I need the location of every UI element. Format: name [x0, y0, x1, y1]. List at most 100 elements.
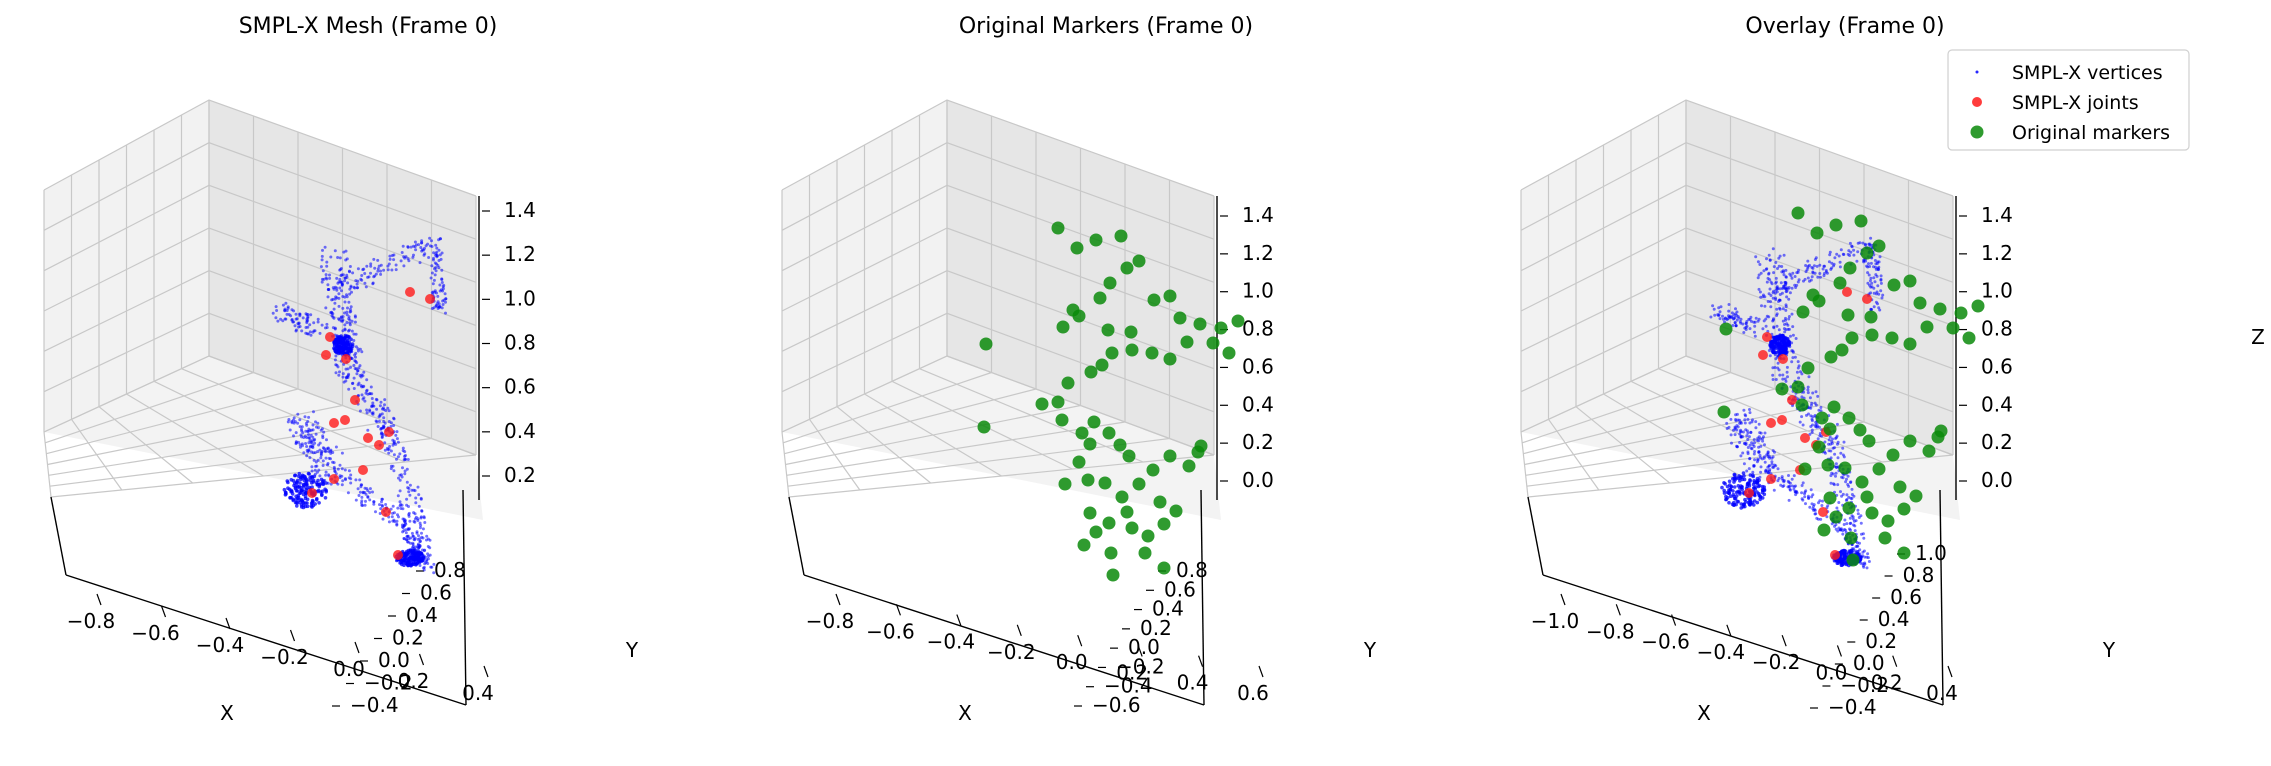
vertex-point [1852, 248, 1856, 252]
grid-line [781, 270, 1215, 370]
vertex-point [346, 491, 350, 495]
vertex-point [1843, 518, 1847, 522]
vertex-point [414, 243, 418, 247]
vertex-point [1781, 349, 1785, 354]
vertex-point [382, 408, 386, 411]
marker-point [1962, 331, 1976, 345]
vertex-point [305, 486, 309, 491]
vertex-point [317, 501, 321, 505]
vertex-point [387, 520, 391, 524]
vertex-point [293, 481, 297, 486]
vertex-point [396, 506, 400, 510]
vertex-point [340, 451, 344, 455]
vertex-point [376, 267, 380, 271]
vertex-point [316, 320, 320, 324]
vertex-point [305, 478, 309, 482]
vertex-point [1743, 413, 1747, 417]
vertex-point [368, 392, 372, 396]
x-tick-mark [1836, 645, 1842, 657]
vertex-point [1790, 360, 1794, 364]
vertex-point [1754, 426, 1758, 430]
vertex-point [421, 527, 425, 531]
vertex-point [432, 256, 435, 260]
marker-point [1098, 476, 1112, 490]
vertex-point [351, 271, 355, 275]
vertex-point [389, 467, 393, 471]
vertex-point [1776, 267, 1779, 270]
vertex-point [405, 551, 410, 556]
vertex-point [324, 306, 328, 310]
vertex-point [430, 307, 434, 310]
x-axis-line [803, 574, 1205, 706]
marker-point [1193, 317, 1207, 331]
joint-point [393, 550, 403, 560]
vertex-point [1793, 355, 1797, 359]
vertex-point [1842, 551, 1847, 556]
vertex-point [398, 478, 402, 482]
vertex-point [1859, 521, 1863, 525]
vertex-point [1770, 462, 1774, 466]
joint-point [329, 418, 339, 428]
marker-point [1829, 510, 1843, 524]
vertex-point [1814, 425, 1818, 429]
vertex-point [1770, 460, 1774, 464]
vertex-point [1868, 265, 1872, 268]
grid-line [1520, 99, 1954, 197]
z-tick-label: 1.0 [1242, 279, 1274, 303]
vertex-point [394, 433, 398, 437]
vertex-point [1837, 501, 1841, 504]
vertex-point [1832, 262, 1836, 266]
vertex-point [1759, 470, 1763, 474]
vertex-point [392, 258, 396, 262]
vertex-point [294, 312, 298, 316]
grid-line [781, 184, 1215, 283]
vertex-point [1782, 253, 1786, 257]
vertex-point [1739, 421, 1743, 425]
vertex-point [1834, 471, 1838, 475]
marker-point [1954, 306, 1968, 320]
vertex-point [352, 387, 356, 390]
vertex-point [1711, 304, 1715, 308]
grid-line [1520, 312, 1954, 413]
vertex-point [370, 397, 374, 400]
vertex-point [402, 537, 406, 541]
vertex-point [284, 317, 288, 321]
marker-point [1051, 395, 1065, 409]
vertex-point [1811, 391, 1815, 395]
vertex-point [417, 493, 421, 497]
vertex-point [349, 309, 353, 313]
vertex-point [1768, 287, 1772, 291]
vertex-point [1844, 480, 1848, 484]
original-markers-series [1717, 206, 1985, 567]
marker-point [1115, 490, 1129, 504]
vertex-point [372, 257, 376, 261]
vertex-point [306, 325, 310, 329]
y-tick-label: 0.4 [1152, 597, 1184, 621]
vertex-point [1745, 484, 1750, 489]
original-markers-series [977, 221, 1245, 582]
vertex-point [1800, 484, 1804, 487]
x-tick-mark [1077, 634, 1083, 647]
vertex-point [372, 500, 376, 504]
vertex-point [1808, 396, 1812, 400]
vertex-point [1818, 263, 1822, 267]
vertex-point [353, 315, 357, 319]
vertex-point [1842, 556, 1847, 561]
vertex-point [1754, 255, 1758, 259]
vertex-point [305, 313, 309, 317]
vertex-point [349, 473, 353, 477]
vertex-point [1788, 291, 1792, 295]
vertex-point [354, 478, 358, 482]
vertex-point [1866, 281, 1870, 285]
vertex-point [395, 523, 399, 527]
vertex-point [428, 244, 432, 248]
vertex-point [399, 507, 403, 510]
vertex-point [1816, 275, 1820, 279]
vertex-point [294, 440, 298, 444]
vertex-point [1874, 292, 1878, 296]
vertex-point [375, 398, 379, 402]
vertex-point [412, 519, 416, 523]
vertex-point [416, 485, 420, 489]
vertex-point [314, 460, 318, 464]
